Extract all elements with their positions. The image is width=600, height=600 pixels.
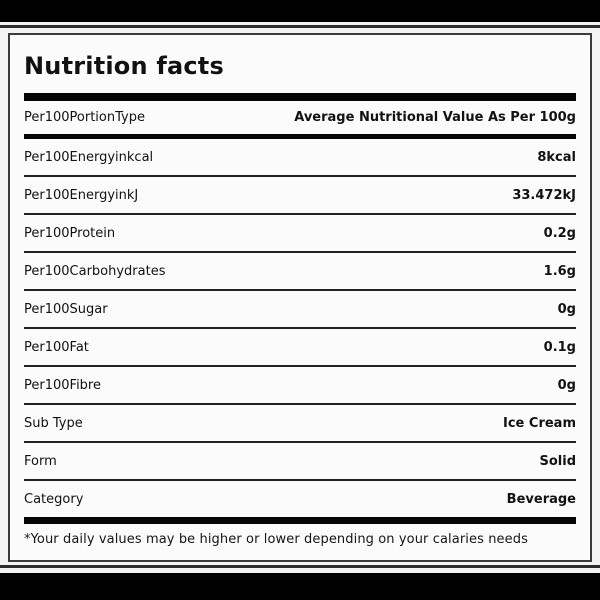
divider-thick-bottom	[24, 517, 576, 524]
divider-thin	[24, 289, 576, 291]
table-row: Per100Carbohydrates 1.6g	[24, 253, 576, 289]
table-row: Per100EnergyinkJ 33.472kJ	[24, 177, 576, 213]
letterbox-top-bar	[0, 0, 600, 22]
letterbox-bottom-bar	[0, 573, 600, 600]
row-value: Average Nutritional Value As Per 100g	[294, 110, 576, 125]
row-label: Per100EnergyinkJ	[24, 187, 139, 203]
row-label: Per100PortionType	[24, 110, 145, 125]
row-label: Per100Protein	[24, 225, 116, 241]
table-row: Category Beverage	[24, 481, 576, 517]
table-row: Per100Fat 0.1g	[24, 329, 576, 365]
table-row: Per100Sugar 0g	[24, 291, 576, 327]
row-value: 33.472kJ	[512, 187, 576, 203]
table-row: Per100PortionType Average Nutritional Va…	[24, 101, 576, 134]
table-row: Sub Type Ice Cream	[24, 405, 576, 441]
row-value: Solid	[539, 453, 576, 469]
divider-thin	[24, 327, 576, 329]
table-row: Per100Energyinkcal 8kcal	[24, 139, 576, 175]
divider-thin	[24, 365, 576, 367]
row-label: Per100Energyinkcal	[24, 149, 154, 165]
row-value: 1.6g	[543, 263, 576, 279]
row-value: 0g	[557, 377, 576, 393]
divider-medium	[24, 134, 576, 139]
table-row: Form Solid	[24, 443, 576, 479]
letterbox-bottom-line	[0, 565, 600, 568]
row-value: 8kcal	[537, 149, 576, 165]
row-label: Per100Fat	[24, 339, 89, 355]
divider-thin	[24, 403, 576, 405]
nutrition-facts-card: Nutrition facts Per100PortionType Averag…	[8, 33, 592, 562]
divider-thin	[24, 251, 576, 253]
table-row: Per100Protein 0.2g	[24, 215, 576, 251]
row-label: Per100Carbohydrates	[24, 263, 166, 279]
row-value: 0g	[557, 301, 576, 317]
divider-thin	[24, 441, 576, 443]
divider-thin	[24, 213, 576, 215]
divider-thin	[24, 175, 576, 177]
row-label: Per100Fibre	[24, 377, 101, 393]
row-label: Category	[24, 491, 84, 507]
row-label: Form	[24, 453, 57, 469]
divider-thick-top	[24, 93, 576, 101]
row-value: Ice Cream	[503, 415, 576, 431]
row-label: Sub Type	[24, 415, 83, 431]
table-row: Per100Fibre 0g	[24, 367, 576, 403]
row-value: 0.1g	[543, 339, 576, 355]
row-value: 0.2g	[543, 225, 576, 241]
divider-thin	[24, 479, 576, 481]
page-title: Nutrition facts	[24, 52, 224, 80]
row-label: Per100Sugar	[24, 301, 108, 317]
row-value: Beverage	[506, 491, 576, 507]
daily-values-footnote: *Your daily values may be higher or lowe…	[24, 532, 528, 547]
letterbox-top-line	[0, 25, 600, 28]
